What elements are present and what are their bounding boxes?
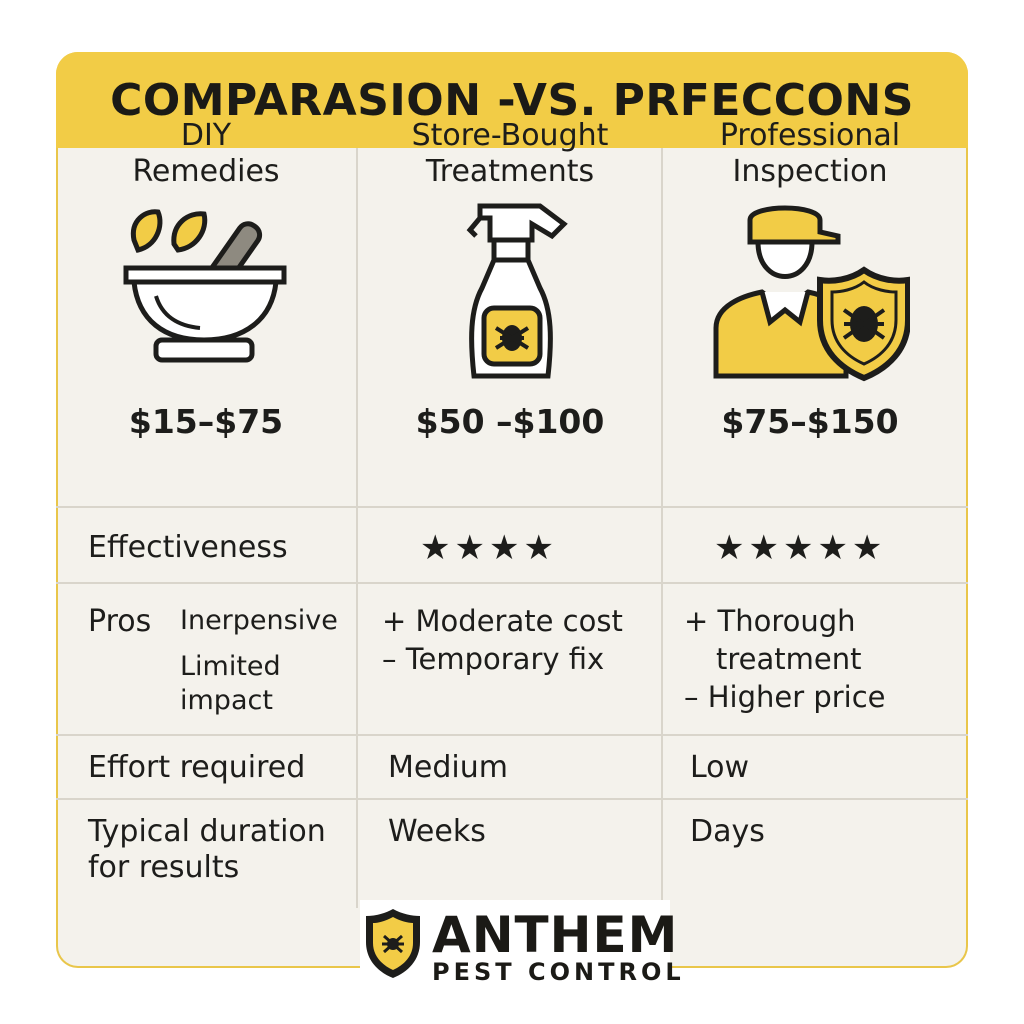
heading-line: Treatments (425, 154, 595, 189)
effort-store: Medium (388, 750, 508, 785)
row-label-pros: Pros (88, 604, 152, 639)
pros-line: Limited (180, 651, 281, 682)
price-store: $50 –$100 (415, 402, 605, 441)
pros-diy: Inerpensive Limited impact (180, 602, 338, 718)
pros-line: impact (180, 685, 273, 716)
brand-name: ANTHEM (432, 906, 679, 964)
row-label-effectiveness: Effectiveness (88, 530, 288, 565)
column-heading-store: Store-Bought Treatments (360, 118, 660, 190)
price-professional: $75–$150 (721, 402, 899, 441)
shield-icon (362, 906, 424, 984)
label-line: for results (88, 850, 240, 885)
heading-line: DIY (180, 118, 232, 153)
column-heading-professional: Professional Inspection (660, 118, 960, 190)
duration-store: Weeks (388, 814, 486, 849)
heading-line: Professional (719, 118, 901, 153)
spray-bottle-icon (360, 200, 660, 390)
row-divider (56, 734, 968, 736)
column-divider (356, 148, 358, 908)
heading-line: Inspection (732, 154, 888, 189)
rating-stars-store: ★★★★ (420, 528, 558, 568)
mortar-pestle-icon (56, 200, 356, 390)
pros-line: + Thorough (684, 604, 856, 638)
column-divider (661, 148, 663, 908)
pros-line: – Temporary fix (382, 642, 605, 676)
duration-professional: Days (690, 814, 765, 849)
price-diy: $15–$75 (128, 402, 284, 441)
column-heading-diy: DIY Remedies (56, 118, 356, 190)
page-title: COMPARASION -VS. PRFECCONS (110, 74, 914, 126)
row-label-duration: Typical duration for results (88, 814, 326, 886)
row-divider (56, 506, 968, 508)
row-divider (56, 798, 968, 800)
heading-line: Store-Bought (411, 118, 609, 153)
brand-subtitle: PEST CONTROL (432, 958, 685, 986)
label-line: Typical duration (88, 814, 326, 849)
title-bar: COMPARASION -VS. PRFECCONS (56, 52, 968, 148)
pros-line: + Moderate cost (382, 604, 623, 638)
heading-line: Remedies (132, 154, 280, 189)
effort-professional: Low (690, 750, 750, 785)
pros-line: – Higher price (684, 680, 886, 714)
rating-stars-professional: ★★★★★ (714, 528, 887, 568)
pros-professional: + Thorough treatment – Higher price (684, 602, 886, 716)
pros-line: treatment (716, 642, 862, 676)
row-divider (56, 582, 968, 584)
pros-line: Inerpensive (180, 605, 338, 636)
row-label-effort: Effort required (88, 750, 306, 785)
pest-inspector-icon (660, 200, 960, 390)
pros-store: + Moderate cost – Temporary fix (382, 602, 623, 678)
